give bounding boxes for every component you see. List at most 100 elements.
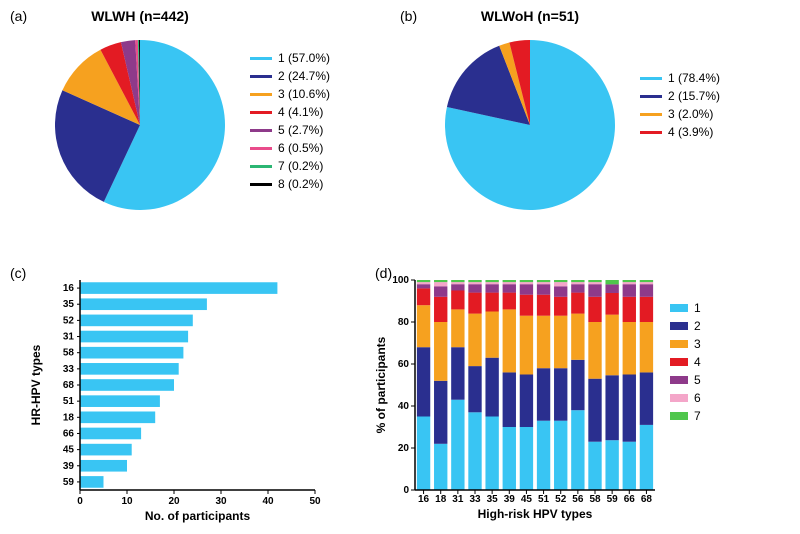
stack-seg [571,360,584,410]
stack-seg [485,417,498,491]
stack-seg [588,322,601,379]
stack-seg [451,282,464,284]
stack-category-label: 39 [504,494,516,505]
stack-seg [451,291,464,310]
legend-item: 5 [670,372,701,388]
stack-seg [588,284,601,297]
stacked-bar-chart: 1618313335394551525658596668020406080100… [0,0,800,534]
stack-seg [554,286,567,297]
stack-seg [640,282,653,284]
y-tick-label: 40 [398,401,410,412]
legend-label: 5 [694,373,701,387]
stack-seg [451,284,464,290]
stack-seg [605,284,618,293]
stack-seg [468,280,481,282]
stack-seg [485,312,498,358]
stack-category-label: 51 [538,494,550,505]
legend-swatch [670,376,688,384]
stack-seg [571,282,584,284]
stack-seg [588,297,601,322]
stack-category-label: 59 [607,494,619,505]
stack-seg [434,282,447,286]
stack-seg [571,410,584,490]
stack-seg [537,295,550,316]
stack-seg [554,421,567,490]
legend-swatch [670,412,688,420]
stack-seg [520,282,533,284]
stack-seg [417,347,430,416]
stack-seg [451,347,464,400]
stack-seg [434,280,447,282]
stack-seg [588,379,601,442]
stack-seg [571,293,584,314]
stack-seg [640,425,653,490]
stack-seg [623,280,636,282]
stack-seg [605,315,618,376]
stack-seg [623,284,636,297]
stack-seg [451,309,464,347]
stack-seg [434,381,447,444]
stack-seg [520,316,533,375]
stack-seg [503,372,516,427]
stack-category-label: 56 [572,494,584,505]
y-tick-label: 20 [398,443,410,454]
stack-seg [520,295,533,316]
stack-category-label: 16 [418,494,430,505]
stack-seg [503,282,516,284]
stack-seg [537,284,550,295]
y-tick-label: 80 [398,317,410,328]
stack-seg [640,322,653,372]
y-tick-label: 60 [398,359,410,370]
stack-seg [468,314,481,367]
stack-seg [417,282,430,284]
stack-seg [605,280,618,284]
stack-seg [485,358,498,417]
legend-swatch [670,340,688,348]
stack-seg [468,284,481,292]
stack-seg [417,284,430,288]
stack-seg [554,316,567,369]
stack-seg [623,297,636,322]
stack-seg [434,322,447,381]
stack-seg [537,421,550,490]
stack-seg [503,293,516,310]
legend-item: 6 [670,390,701,406]
stack-seg [554,368,567,421]
legend-swatch [670,394,688,402]
legend-swatch [670,358,688,366]
legend-item: 3 [670,336,701,352]
legend-item: 2 [670,318,701,334]
stack-seg [554,282,567,286]
stack-category-label: 33 [469,494,481,505]
stack-seg [451,280,464,282]
stack-seg [605,440,618,490]
legend-item: 4 [670,354,701,370]
stack-seg [537,316,550,369]
stack-seg [605,293,618,315]
stack-seg [571,280,584,282]
stack-seg [588,282,601,284]
legend-label: 2 [694,319,701,333]
stack-seg [485,284,498,292]
stack-category-label: 45 [521,494,533,505]
stack-seg [554,297,567,316]
stack-seg [503,309,516,372]
stack-category-label: 66 [624,494,636,505]
stack-seg [520,427,533,490]
figure: (a) (b) (c) (d) WLWH (n=442) WLWoH (n=51… [0,0,800,534]
legend-label: 1 [694,301,701,315]
stack-seg [520,284,533,295]
stacked-legend: 1234567 [670,300,701,426]
stack-seg [571,284,584,292]
legend-label: 6 [694,391,701,405]
stack-seg [485,282,498,284]
stack-seg [468,366,481,412]
stack-seg [605,375,618,440]
stack-seg [537,282,550,284]
stack-seg [623,322,636,375]
stack-seg [588,280,601,282]
stack-seg [623,442,636,490]
stack-seg [468,293,481,314]
stack-seg [468,282,481,284]
stack-seg [537,280,550,282]
